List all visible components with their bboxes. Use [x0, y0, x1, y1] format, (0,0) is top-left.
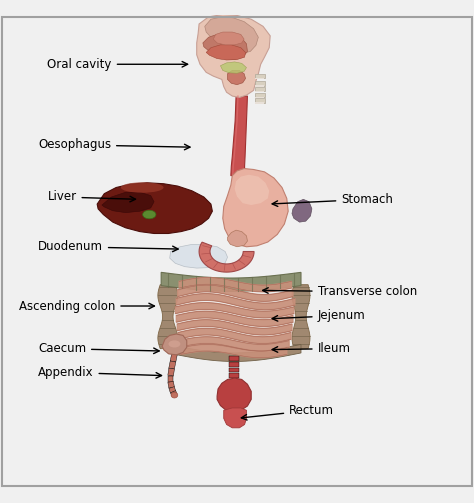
Polygon shape — [168, 381, 174, 388]
Ellipse shape — [143, 210, 156, 219]
Polygon shape — [176, 311, 293, 326]
Polygon shape — [205, 17, 258, 53]
Polygon shape — [229, 356, 239, 361]
Text: Oesophagus: Oesophagus — [38, 138, 190, 151]
Bar — [255, 97, 264, 98]
Polygon shape — [168, 368, 174, 376]
Polygon shape — [175, 303, 294, 318]
Ellipse shape — [168, 341, 180, 348]
Polygon shape — [229, 373, 239, 378]
Polygon shape — [220, 62, 246, 73]
Bar — [255, 87, 265, 91]
Text: Liver: Liver — [47, 191, 136, 204]
Text: Transverse colon: Transverse colon — [263, 285, 417, 298]
Polygon shape — [102, 192, 154, 213]
Text: Rectum: Rectum — [241, 404, 334, 420]
Polygon shape — [292, 285, 310, 349]
Polygon shape — [158, 285, 178, 349]
Polygon shape — [224, 408, 246, 428]
Bar — [255, 78, 264, 79]
Bar — [255, 81, 265, 86]
Bar — [255, 91, 264, 92]
Polygon shape — [171, 390, 177, 396]
Text: Stomach: Stomach — [272, 193, 393, 206]
Polygon shape — [206, 45, 246, 60]
Polygon shape — [168, 376, 173, 382]
Polygon shape — [203, 34, 247, 59]
Text: Duodenum: Duodenum — [38, 240, 178, 253]
Polygon shape — [235, 175, 269, 205]
Polygon shape — [176, 294, 295, 310]
Ellipse shape — [121, 182, 164, 193]
Polygon shape — [169, 387, 176, 393]
Polygon shape — [177, 320, 292, 335]
Text: Appendix: Appendix — [38, 366, 162, 379]
Polygon shape — [228, 230, 247, 247]
Bar — [255, 85, 264, 87]
Polygon shape — [231, 96, 247, 176]
Polygon shape — [161, 272, 301, 291]
Polygon shape — [97, 183, 212, 233]
Polygon shape — [199, 242, 254, 272]
Polygon shape — [213, 32, 244, 45]
Text: Jejenum: Jejenum — [272, 309, 365, 322]
Polygon shape — [179, 278, 292, 292]
Polygon shape — [170, 354, 177, 362]
Text: Oral cavity: Oral cavity — [47, 58, 188, 71]
Polygon shape — [228, 70, 246, 85]
Bar — [255, 99, 265, 103]
Polygon shape — [168, 345, 301, 362]
Polygon shape — [229, 368, 239, 372]
Polygon shape — [292, 199, 312, 222]
Polygon shape — [179, 337, 289, 351]
Text: Ascending colon: Ascending colon — [19, 299, 155, 312]
Polygon shape — [178, 285, 293, 301]
Polygon shape — [229, 362, 239, 367]
Polygon shape — [181, 345, 287, 358]
Bar — [255, 102, 264, 104]
Polygon shape — [223, 169, 288, 247]
Bar — [255, 74, 265, 78]
Polygon shape — [178, 328, 291, 344]
Polygon shape — [217, 378, 251, 412]
Polygon shape — [170, 244, 228, 268]
Polygon shape — [162, 334, 187, 355]
Polygon shape — [197, 15, 270, 98]
Ellipse shape — [171, 392, 178, 398]
Text: Ileum: Ileum — [272, 342, 351, 355]
Bar — [255, 93, 265, 97]
Text: Caecum: Caecum — [38, 342, 159, 355]
Polygon shape — [169, 361, 176, 369]
